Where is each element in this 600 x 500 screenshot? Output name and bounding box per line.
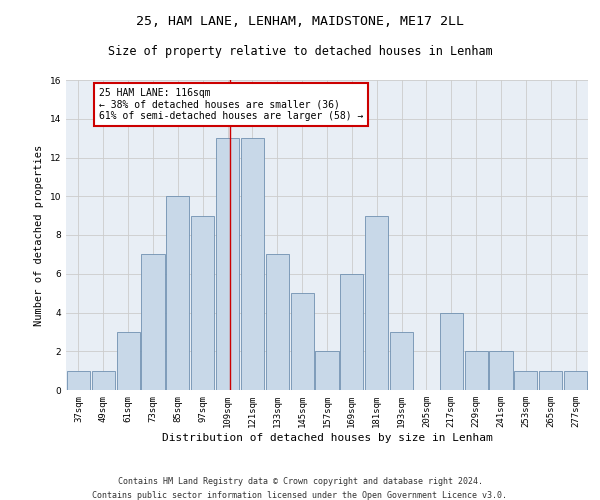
- Bar: [464, 351, 488, 390]
- Bar: [216, 138, 239, 390]
- Bar: [365, 216, 388, 390]
- Text: Contains HM Land Registry data © Crown copyright and database right 2024.: Contains HM Land Registry data © Crown c…: [118, 478, 482, 486]
- Bar: [490, 351, 512, 390]
- X-axis label: Distribution of detached houses by size in Lenham: Distribution of detached houses by size …: [161, 432, 493, 442]
- Bar: [290, 293, 314, 390]
- Text: 25, HAM LANE, LENHAM, MAIDSTONE, ME17 2LL: 25, HAM LANE, LENHAM, MAIDSTONE, ME17 2L…: [136, 15, 464, 28]
- Bar: [340, 274, 364, 390]
- Text: 25 HAM LANE: 116sqm
← 38% of detached houses are smaller (36)
61% of semi-detach: 25 HAM LANE: 116sqm ← 38% of detached ho…: [99, 88, 364, 121]
- Bar: [166, 196, 190, 390]
- Bar: [191, 216, 214, 390]
- Bar: [116, 332, 140, 390]
- Bar: [440, 312, 463, 390]
- Text: Contains public sector information licensed under the Open Government Licence v3: Contains public sector information licen…: [92, 491, 508, 500]
- Bar: [92, 370, 115, 390]
- Y-axis label: Number of detached properties: Number of detached properties: [34, 144, 44, 326]
- Bar: [564, 370, 587, 390]
- Bar: [241, 138, 264, 390]
- Bar: [67, 370, 90, 390]
- Text: Size of property relative to detached houses in Lenham: Size of property relative to detached ho…: [107, 45, 493, 58]
- Bar: [266, 254, 289, 390]
- Bar: [539, 370, 562, 390]
- Bar: [514, 370, 538, 390]
- Bar: [316, 351, 338, 390]
- Bar: [390, 332, 413, 390]
- Bar: [142, 254, 164, 390]
